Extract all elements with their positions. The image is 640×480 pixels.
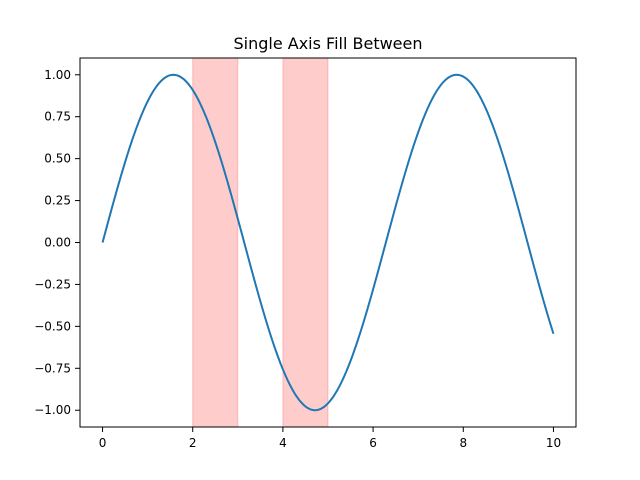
x-tick-label: 8 bbox=[459, 436, 467, 450]
y-tick-label: 0.00 bbox=[44, 236, 71, 250]
x-tick-label: 10 bbox=[546, 436, 561, 450]
x-tick-label: 4 bbox=[279, 436, 287, 450]
fill-region-1 bbox=[192, 57, 239, 428]
series-line-1 bbox=[101, 73, 555, 412]
fill-region-2 bbox=[282, 57, 329, 428]
chart-title: Single Axis Fill Between bbox=[233, 34, 422, 53]
x-axis-ticks: 0 2 4 6 8 10 bbox=[99, 427, 561, 450]
y-tick-label: 0.75 bbox=[44, 110, 71, 124]
y-tick-label: −0.75 bbox=[34, 361, 71, 375]
series-lines bbox=[101, 73, 555, 412]
fill-regions bbox=[192, 57, 329, 428]
x-tick-label: 6 bbox=[369, 436, 377, 450]
x-tick-label: 2 bbox=[189, 436, 197, 450]
y-tick-label: −0.50 bbox=[34, 319, 71, 333]
y-axis-ticks: 1.00 0.75 0.50 0.25 0.00 −0.25 −0.50 −0.75 −1.00 bbox=[34, 68, 80, 417]
y-tick-label: 0.25 bbox=[44, 194, 71, 208]
y-tick-label: 0.50 bbox=[44, 152, 71, 166]
y-tick-label: −1.00 bbox=[34, 403, 71, 417]
x-tick-label: 0 bbox=[99, 436, 107, 450]
y-tick-label: −0.25 bbox=[34, 277, 71, 291]
y-tick-label: 1.00 bbox=[44, 68, 71, 82]
